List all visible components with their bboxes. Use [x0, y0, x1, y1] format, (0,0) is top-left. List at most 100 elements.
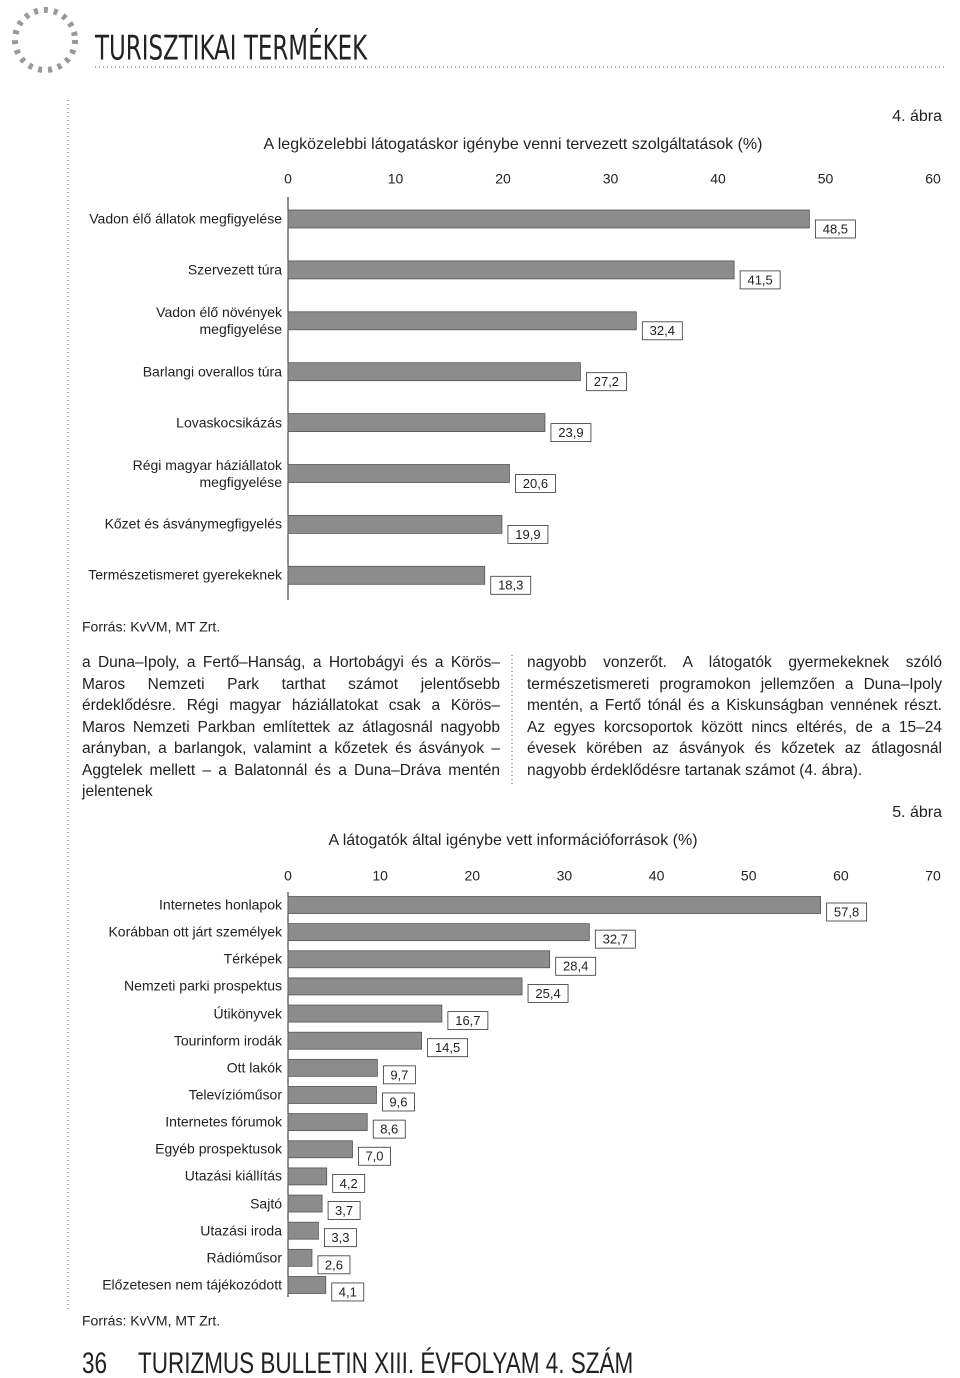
category-label: Sajtó — [250, 1195, 282, 1212]
category-label: Régi magyar háziállatok megfigyelése — [132, 456, 282, 490]
category-label: Barlangi overallos túra — [142, 363, 282, 380]
value-label-box — [550, 423, 592, 443]
bar — [287, 1004, 443, 1023]
bar — [287, 565, 486, 585]
value-label: 48,5 — [823, 221, 848, 236]
footer-title: TURIZMUS BULLETIN XIII. ÉVFOLYAM 4. SZÁM — [138, 1346, 633, 1378]
value-label: 27,2 — [594, 374, 619, 389]
value-label: 9,7 — [390, 1067, 408, 1082]
ornament — [12, 7, 78, 73]
value-label-box — [507, 525, 549, 544]
value-label: 41,5 — [747, 272, 772, 287]
x-tick-label: 50 — [818, 171, 834, 187]
page-number: 36 — [82, 1346, 107, 1378]
x-tick-label: 30 — [557, 868, 573, 884]
value-label: 25,4 — [535, 986, 560, 1001]
bar — [287, 362, 581, 382]
category-label: Térképek — [223, 950, 282, 967]
category-label: Lovaskocsikázás — [176, 414, 282, 431]
bar — [287, 1276, 327, 1294]
figure-label: 4. ábra — [892, 108, 942, 125]
category-label: Ott lakók — [226, 1059, 282, 1076]
bar — [287, 1167, 328, 1186]
value-label: 7,0 — [365, 1149, 383, 1164]
value-label: 3,7 — [335, 1203, 353, 1218]
value-label: 2,6 — [325, 1257, 343, 1272]
category-label: Egyéb prospektusok — [155, 1140, 282, 1157]
value-label-box — [447, 1011, 489, 1030]
value-label-box — [324, 1228, 357, 1248]
chart-title: A legközelebbi látogatáskor igénybe venn… — [264, 136, 763, 153]
bar — [287, 515, 503, 534]
category-label: Nemzeti parki prospektus — [124, 977, 282, 994]
bar — [287, 1058, 378, 1077]
bar — [287, 260, 735, 280]
value-label-box — [594, 929, 636, 949]
value-label: 4,1 — [339, 1284, 357, 1299]
bar — [287, 1140, 353, 1159]
x-tick-label: 30 — [603, 171, 619, 187]
chart-title: A látogatók által igénybe vett informáci… — [328, 832, 697, 849]
value-label: 14,5 — [435, 1040, 460, 1055]
value-label-box — [555, 956, 597, 976]
bar — [287, 950, 551, 969]
value-label: 8,6 — [380, 1122, 398, 1137]
x-tick-label: 60 — [833, 868, 849, 884]
value-label-box — [331, 1282, 365, 1302]
x-tick-label: 50 — [741, 868, 757, 884]
category-label: Vadon élő növények megfigyelése — [156, 303, 282, 337]
x-tick-label: 40 — [649, 868, 665, 884]
value-label-box — [382, 1065, 416, 1085]
value-label-box — [382, 1092, 415, 1112]
category-label: Korábban ott járt személyek — [108, 923, 282, 940]
value-label-box — [317, 1255, 351, 1275]
value-label-box — [641, 321, 683, 341]
bar — [287, 1194, 323, 1213]
value-label-box — [327, 1201, 361, 1220]
value-label: 23,9 — [558, 425, 583, 440]
category-label: Vadon élő állatok megfigyelése — [89, 210, 282, 227]
bar — [287, 413, 546, 433]
category-label: Televízióműsor — [188, 1086, 282, 1103]
value-label: 32,7 — [603, 932, 628, 947]
category-label: Tourinform irodák — [173, 1032, 282, 1049]
bar — [287, 1248, 313, 1267]
value-label-box — [739, 270, 781, 290]
value-label-box — [427, 1038, 469, 1058]
x-tick-label: 20 — [464, 868, 480, 884]
category-label: Természetismeret gyerekeknek — [88, 566, 282, 583]
value-label-box — [826, 902, 867, 922]
value-label: 4,2 — [340, 1176, 358, 1191]
bar — [287, 209, 810, 229]
value-label: 32,4 — [650, 323, 675, 338]
value-label-box — [814, 219, 856, 239]
value-label-box — [358, 1146, 391, 1166]
x-tick-label: 0 — [284, 868, 292, 884]
x-tick-label: 0 — [284, 171, 292, 187]
value-label: 16,7 — [455, 1013, 480, 1028]
category-label: Utazási iroda — [200, 1222, 282, 1239]
category-label: Szervezett túra — [187, 261, 282, 278]
x-tick-label: 70 — [925, 868, 941, 884]
category-label: Utazási kiállítás — [184, 1167, 282, 1184]
category-label: Kőzet és ásványmegfigyelés — [104, 515, 282, 532]
bar — [287, 311, 637, 331]
value-label-box — [332, 1174, 366, 1193]
figure-label: 5. ábra — [892, 804, 942, 821]
value-label-box — [372, 1119, 406, 1139]
value-label-box — [527, 984, 569, 1003]
value-label-box — [515, 474, 556, 493]
category-label: Rádióműsor — [206, 1249, 282, 1266]
value-label: 9,6 — [389, 1094, 407, 1109]
bar — [287, 1086, 377, 1104]
bar — [287, 1221, 319, 1240]
source-note: Forrás: KvVM, MT Zrt. — [82, 619, 220, 635]
value-label: 28,4 — [563, 959, 588, 974]
bar — [287, 1031, 423, 1050]
bar — [287, 464, 510, 483]
x-tick-label: 10 — [388, 171, 404, 187]
bar — [287, 1113, 368, 1132]
left-paragraph: a Duna–Ipoly, a Fertő–Hanság, a Hortobág… — [82, 654, 500, 800]
